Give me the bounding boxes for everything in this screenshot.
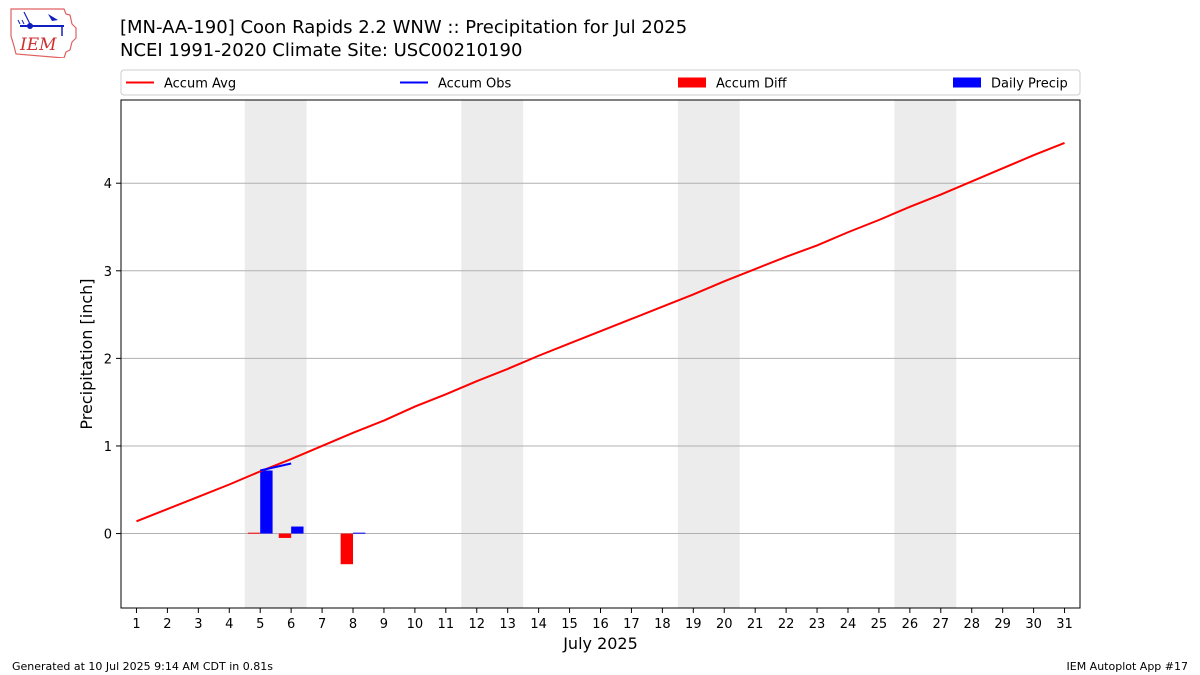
y-tick-label: 3 — [104, 265, 112, 280]
daily-precip-bar — [291, 526, 304, 534]
legend-box — [120, 69, 1081, 96]
iem-logo-graphic: IEM — [10, 8, 77, 59]
legend-swatch-accum-diff — [678, 77, 706, 88]
x-tick-label: 2 — [163, 617, 171, 632]
y-tick-label: 0 — [104, 528, 112, 543]
x-tick-label: 12 — [468, 617, 485, 632]
x-tick-label: 27 — [933, 617, 950, 632]
x-tick-label: 4 — [225, 617, 233, 632]
x-tick-label: 18 — [654, 617, 671, 632]
x-tick-label: 31 — [1056, 617, 1073, 632]
legend-label-daily-precip: Daily Precip — [991, 77, 1068, 92]
x-tick-label: 11 — [438, 617, 455, 632]
x-tick-label: 26 — [902, 617, 919, 632]
accum-diff-bar — [278, 533, 292, 538]
x-tick-label: 9 — [380, 617, 388, 632]
x-tick-label: 25 — [871, 617, 888, 632]
x-tick-label: 21 — [747, 617, 764, 632]
legend-label-accum-diff: Accum Diff — [716, 77, 788, 92]
x-tick-label: 23 — [809, 617, 826, 632]
weekend-band — [677, 100, 740, 608]
x-tick-label: 30 — [1025, 617, 1042, 632]
x-tick-label: 7 — [318, 617, 326, 632]
x-tick-label: 8 — [349, 617, 357, 632]
x-tick-label: 17 — [623, 617, 640, 632]
x-tick-label: 13 — [499, 617, 516, 632]
y-axis-label: Precipitation [inch] — [77, 278, 96, 429]
chart-subtitle: NCEI 1991-2020 Climate Site: USC00210190 — [120, 40, 523, 61]
x-tick-label: 29 — [994, 617, 1011, 632]
precipitation-chart: 1 2 3 4 5 6 7 8 9 10 11 12 13 14 15 16 17 18 19 20 21 22 23 24 2… — [77, 69, 1081, 653]
x-tick-label: 14 — [530, 617, 547, 632]
x-tick-label: 1 — [132, 617, 140, 632]
accum-avg-line — [136, 141, 1065, 523]
x-tick-label: 3 — [194, 617, 202, 632]
legend-swatch-daily-precip — [953, 77, 981, 88]
x-tick-label: 6 — [287, 617, 295, 632]
daily-precip-bar — [260, 470, 273, 534]
accum-diff-bar — [247, 532, 261, 534]
x-tick-label: 5 — [256, 617, 264, 632]
x-tick-label: 10 — [407, 617, 424, 632]
x-tick-label: 19 — [685, 617, 702, 632]
weekend-band — [461, 100, 524, 608]
app-credit: IEM Autoplot App #17 — [1066, 660, 1189, 673]
x-tick-label: 15 — [561, 617, 578, 632]
legend-label-accum-obs: Accum Obs — [438, 77, 511, 92]
x-tick-label: 16 — [592, 617, 609, 632]
legend-label-accum-avg: Accum Avg — [164, 77, 236, 92]
chart-title: [MN-AA-190] Coon Rapids 2.2 WNW :: Preci… — [120, 17, 688, 38]
y-tick-label: 1 — [104, 440, 112, 455]
y-tick-label: 4 — [104, 177, 112, 192]
x-tick-label: 24 — [840, 617, 857, 632]
daily-precip-bar — [353, 532, 366, 534]
x-axis-label: July 2025 — [562, 634, 638, 653]
accum-obs-line — [259, 462, 292, 472]
logo-text: IEM — [19, 35, 57, 55]
weekend-band — [894, 100, 957, 608]
x-tick-label: 22 — [778, 617, 795, 632]
y-tick-label: 2 — [104, 352, 112, 367]
x-tick-label: 28 — [963, 617, 980, 632]
generated-timestamp: Generated at 10 Jul 2025 9:14 AM CDT in … — [12, 660, 273, 673]
accum-diff-bar — [340, 533, 354, 565]
weekend-band — [244, 100, 307, 608]
x-tick-label: 20 — [716, 617, 733, 632]
iem-logo: IEM — [8, 6, 80, 59]
